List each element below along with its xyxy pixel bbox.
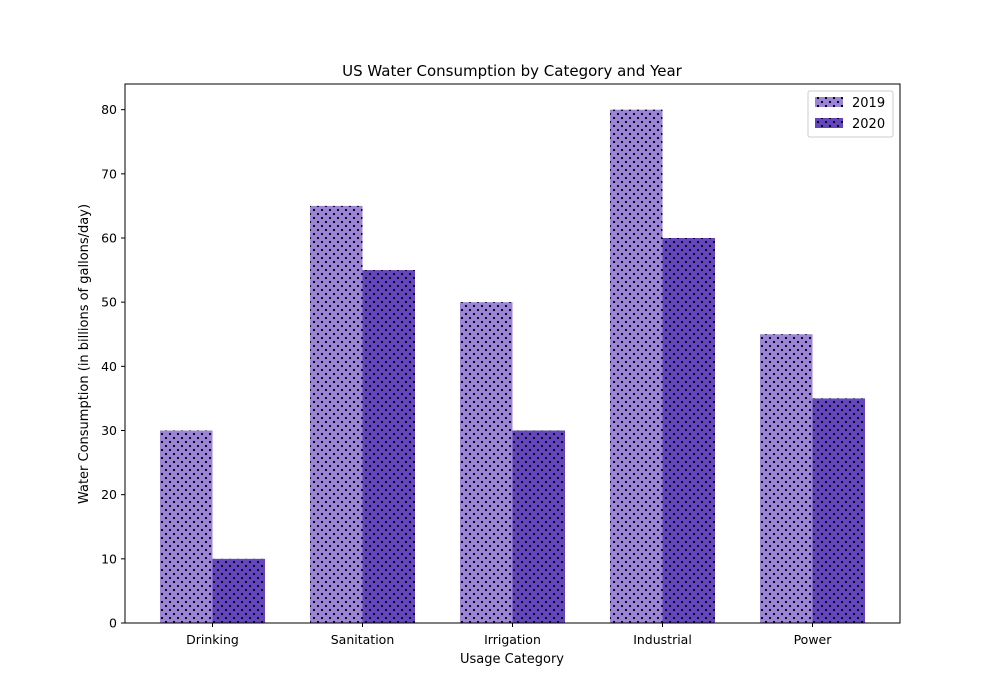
y-tick-label: 0 [109, 616, 117, 631]
y-tick-label: 20 [101, 487, 117, 502]
bar-hatch-industrial-2020 [662, 238, 715, 623]
y-tick-label: 30 [101, 423, 117, 438]
y-axis-label: Water Consumption (in billions of gallon… [77, 204, 92, 504]
y-tick-label: 50 [101, 295, 117, 310]
x-tick-label: Industrial [633, 632, 692, 647]
legend-swatch-hatch [815, 97, 843, 107]
bars-group [160, 109, 865, 623]
x-axis-label: Usage Category [460, 652, 564, 667]
x-axis: Drinking Sanitation Irrigation Industrial Po… [186, 623, 832, 647]
chart-title: US Water Consumption by Category and Yea… [342, 62, 683, 80]
x-tick-label: Sanitation [331, 632, 395, 647]
x-tick-label: Drinking [186, 632, 239, 647]
bar-hatch-industrial-2019 [610, 109, 663, 623]
bar-hatch-power-2019 [760, 334, 813, 623]
y-tick-label: 40 [101, 359, 117, 374]
legend: 2019 2020 [807, 90, 894, 138]
bar-hatch-power-2020 [812, 398, 865, 623]
legend-label: 2020 [852, 117, 885, 132]
bar-hatch-sanitation-2019 [310, 205, 363, 623]
bar-hatch-irrigation-2019 [460, 302, 513, 623]
bar-hatch-sanitation-2020 [362, 270, 415, 623]
bar-hatch-drinking-2020 [212, 558, 265, 623]
y-axis: 0 10 20 30 40 50 60 70 80 [101, 102, 125, 631]
legend-swatch-hatch [815, 118, 843, 128]
legend-label: 2019 [852, 96, 885, 111]
y-tick-label: 80 [101, 102, 117, 117]
bar-hatch-irrigation-2020 [512, 430, 565, 623]
x-tick-label: Power [794, 632, 833, 647]
x-tick-label: Irrigation [484, 632, 541, 647]
y-tick-label: 70 [101, 166, 117, 181]
y-tick-label: 60 [101, 231, 117, 246]
bar-hatch-drinking-2019 [160, 430, 213, 623]
y-tick-label: 10 [101, 551, 117, 566]
